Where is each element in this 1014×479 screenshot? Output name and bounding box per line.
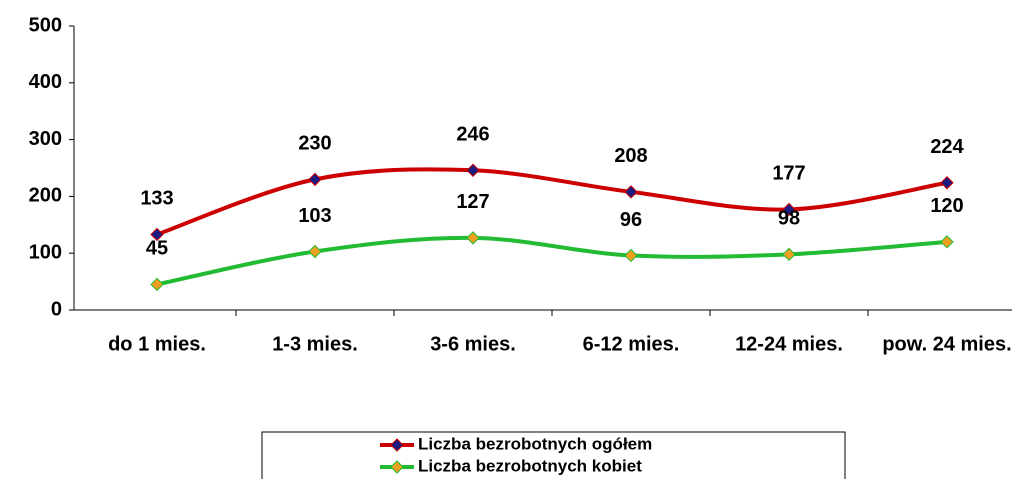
marker xyxy=(782,202,796,217)
y-tick-label: 100 xyxy=(29,241,62,263)
y-tick-label: 500 xyxy=(29,14,62,36)
x-tick-label: 1-3 mies. xyxy=(272,333,358,355)
x-tick-label: 12-24 mies. xyxy=(735,333,843,355)
data-label: 98 xyxy=(778,208,800,230)
data-label: 224 xyxy=(930,136,964,158)
data-label: 133 xyxy=(140,188,173,210)
data-label: 230 xyxy=(298,133,331,155)
marker xyxy=(150,277,164,292)
marker xyxy=(624,185,638,199)
y-tick-label: 0 xyxy=(51,298,62,320)
legend-box xyxy=(261,431,846,479)
marker xyxy=(782,247,796,262)
data-label: 120 xyxy=(930,195,963,217)
marker xyxy=(466,163,480,177)
legend-marker xyxy=(390,438,404,452)
data-label: 127 xyxy=(456,191,489,213)
data-label: 177 xyxy=(772,163,805,185)
legend-label: Liczba bezrobotnych ogółem xyxy=(418,434,652,453)
y-tick-label: 200 xyxy=(29,185,62,207)
x-tick-label: do 1 mies. xyxy=(108,333,206,355)
x-tick-label: 6-12 mies. xyxy=(583,333,680,355)
data-label: 103 xyxy=(298,205,331,227)
marker xyxy=(624,248,638,263)
data-label: 246 xyxy=(456,124,489,146)
marker xyxy=(308,244,322,259)
data-label: 45 xyxy=(146,238,168,260)
legend-label: Liczba bezrobotnych kobiet xyxy=(418,456,642,475)
marker xyxy=(308,172,322,187)
x-tick-label: 3-6 mies. xyxy=(430,333,516,355)
legend-marker xyxy=(390,460,404,474)
x-tick-label: pow. 24 mies. xyxy=(882,333,1011,355)
marker xyxy=(466,231,480,245)
series-line xyxy=(156,167,948,237)
y-tick-label: 300 xyxy=(29,128,62,150)
marker xyxy=(940,235,954,249)
marker xyxy=(150,227,164,242)
marker xyxy=(940,176,954,190)
data-label: 208 xyxy=(614,145,647,167)
data-label: 96 xyxy=(620,209,642,231)
y-tick-label: 400 xyxy=(29,71,62,93)
series-line xyxy=(156,235,948,287)
